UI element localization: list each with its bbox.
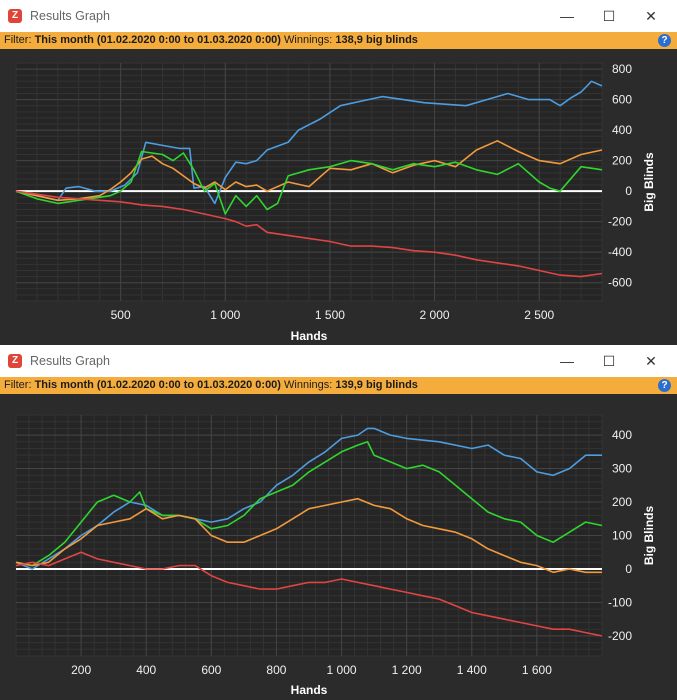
series-line (15, 441, 603, 567)
series-line (15, 427, 602, 570)
winnings-label: Winnings: (284, 34, 333, 46)
y-tick-label: -600 (608, 276, 632, 290)
filter-bar[interactable]: Filter: This month (01.02.2020 0:00 to 0… (0, 377, 677, 394)
minimize-button[interactable]: — (560, 8, 574, 24)
maximize-button[interactable]: ☐ (602, 353, 616, 369)
filter-bar[interactable]: Filter: This month (01.02.2020 0:00 to 0… (0, 32, 677, 49)
y-tick-label: -400 (608, 245, 632, 259)
filter-value: This month (01.02.2020 0:00 to 01.03.202… (34, 34, 281, 46)
y-tick-label: 200 (612, 495, 632, 509)
y-tick-label: 0 (625, 184, 632, 198)
minimize-button[interactable]: — (560, 353, 574, 369)
y-tick-label: 400 (612, 428, 632, 442)
y-tick-label: 600 (612, 93, 632, 107)
x-tick-label: 1 600 (522, 663, 552, 677)
x-tick-label: 2 500 (524, 308, 554, 322)
x-tick-label: 1 500 (315, 308, 345, 322)
y-tick-label: 800 (612, 62, 632, 76)
window-title: Results Graph (30, 9, 110, 23)
title-bar[interactable]: Z Results Graph — ☐ ✕ (0, 345, 677, 377)
winnings-value: 139,9 big blinds (335, 379, 418, 391)
x-tick-label: 1 000 (210, 308, 240, 322)
help-icon[interactable]: ? (658, 34, 671, 47)
winnings-label: Winnings: (284, 379, 333, 391)
y-tick-label: -200 (608, 215, 632, 229)
x-tick-label: 1 200 (392, 663, 422, 677)
title-bar[interactable]: Z Results Graph — ☐ ✕ (0, 0, 677, 32)
x-tick-label: 2 000 (420, 308, 450, 322)
y-tick-label: 400 (612, 123, 632, 137)
maximize-button[interactable]: ☐ (602, 8, 616, 24)
x-axis-label: Hands (291, 683, 328, 697)
x-tick-label: 800 (266, 663, 286, 677)
x-tick-label: 1 000 (327, 663, 357, 677)
y-tick-label: 200 (612, 154, 632, 168)
y-tick-label: 0 (625, 562, 632, 576)
graph-area: 200 400 600 800 1 000 1 200 1 400 1 600 -200 -100… (0, 394, 677, 700)
close-button[interactable]: ✕ (645, 353, 657, 369)
y-axis-label: Big Blinds (642, 152, 656, 212)
app-logo-icon: Z (8, 9, 22, 23)
filter-label: Filter: (4, 379, 32, 391)
results-chart: 500 1 000 1 500 2 000 2 500 -600 -400 -200 0 200 4… (15, 62, 656, 343)
series-line (15, 190, 603, 278)
app-logo-icon: Z (8, 354, 22, 368)
series-line (15, 140, 603, 202)
window-title: Results Graph (30, 354, 110, 368)
y-tick-label: 300 (612, 462, 632, 476)
close-button[interactable]: ✕ (645, 8, 657, 24)
y-tick-label: 100 (612, 529, 632, 543)
y-tick-label: -200 (608, 629, 632, 643)
x-tick-label: 200 (71, 663, 91, 677)
results-graph-window-2: Z Results Graph — ☐ ✕ Filter: This month… (0, 345, 677, 700)
results-graph-window-1: Z Results Graph — ☐ ✕ Filter: This month… (0, 0, 677, 345)
x-tick-label: 600 (201, 663, 221, 677)
y-tick-label: -100 (608, 595, 632, 609)
series-line (15, 497, 602, 574)
filter-value: This month (01.02.2020 0:00 to 01.03.202… (34, 379, 281, 391)
x-tick-label: 400 (136, 663, 156, 677)
filter-label: Filter: (4, 34, 32, 46)
x-tick-label: 1 400 (457, 663, 487, 677)
x-axis-label: Hands (291, 329, 328, 343)
y-axis-label: Big Blinds (642, 506, 656, 566)
winnings-value: 138,9 big blinds (335, 34, 418, 46)
x-tick-label: 500 (111, 308, 131, 322)
series-line (15, 80, 603, 205)
help-icon[interactable]: ? (658, 379, 671, 392)
graph-area: 500 1 000 1 500 2 000 2 500 -600 -400 -200 0 200 4… (0, 49, 677, 345)
series-line (15, 150, 603, 215)
results-chart: 200 400 600 800 1 000 1 200 1 400 1 600 -200 -100… (15, 414, 656, 697)
series-line (15, 551, 603, 637)
